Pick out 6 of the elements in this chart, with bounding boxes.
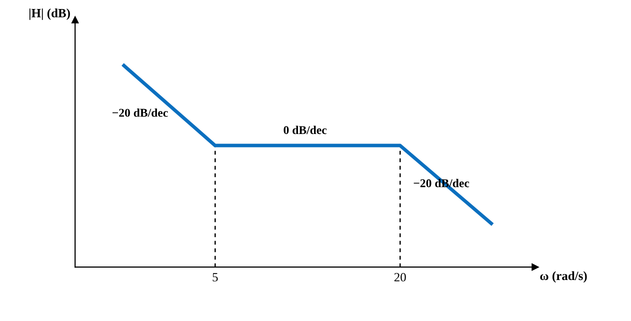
x-tick-label: 20 <box>394 272 406 282</box>
x-axis-title: ω (rad/s) <box>540 271 587 283</box>
y-axis-title: |H| (dB) <box>29 8 70 20</box>
annotation: 0 dB/dec <box>284 126 327 134</box>
x-tick-label: 5 <box>212 273 218 282</box>
annotation: −20 dB/dec <box>112 108 168 117</box>
